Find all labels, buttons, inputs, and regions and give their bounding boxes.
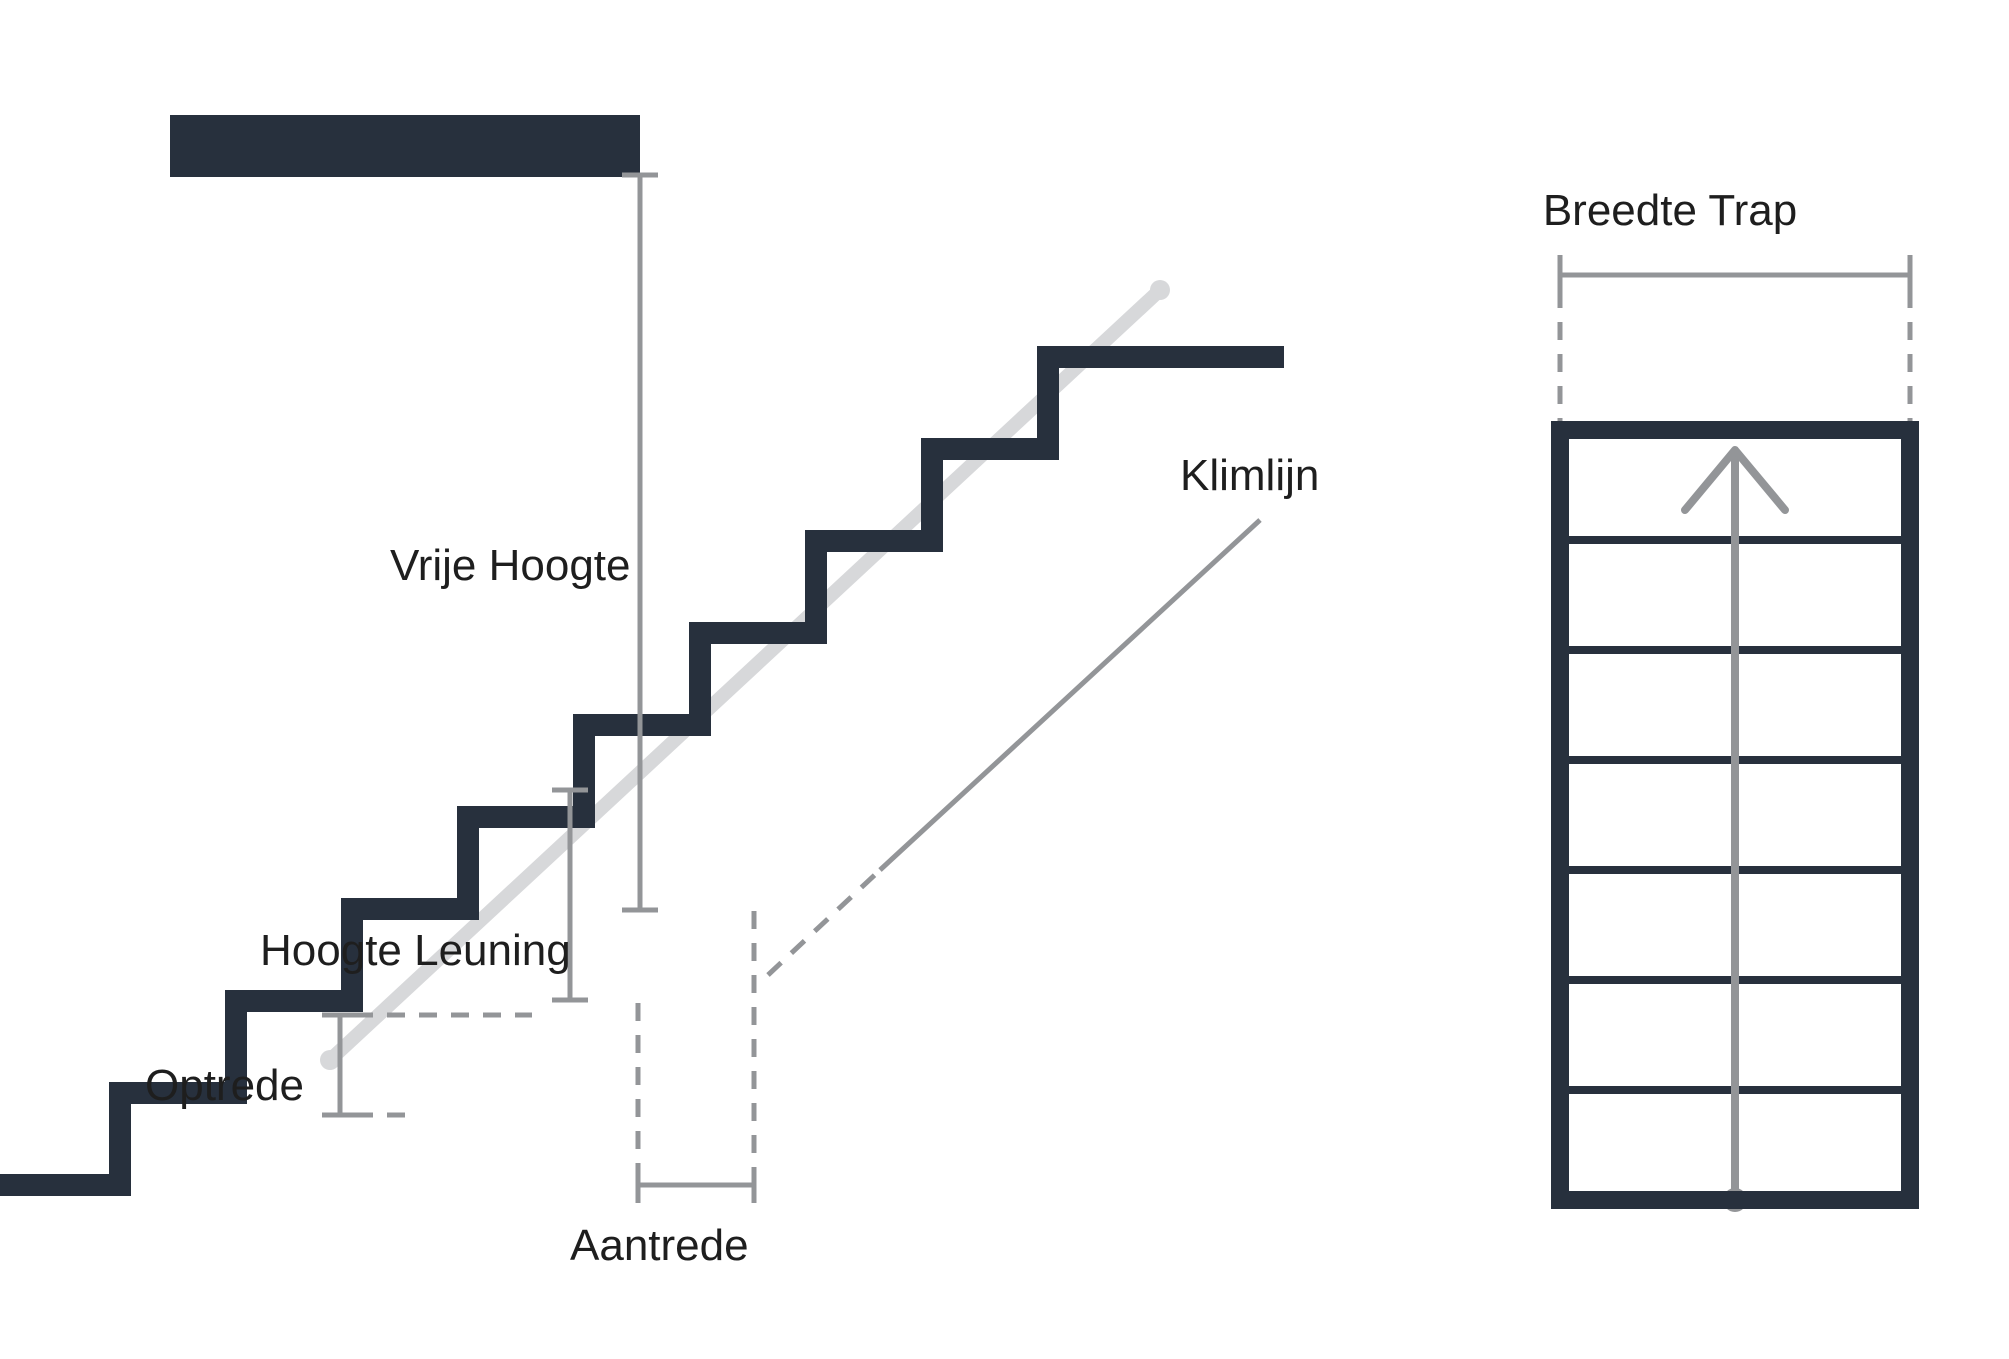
- handrail-end-dot-bottom: [320, 1050, 340, 1070]
- klimlijn-dashed: [768, 870, 880, 975]
- handrail-end-dot-top: [1150, 280, 1170, 300]
- label-optrede: Optrede: [145, 1061, 304, 1110]
- label-aantrede: Aantrede: [570, 1221, 749, 1270]
- klimlijn-solid: [880, 520, 1260, 870]
- label-vrije-hoogte: Vrije Hoogte: [390, 541, 631, 590]
- label-hoogte-leuning: Hoogte Leuning: [260, 926, 571, 975]
- ceiling-block: [170, 115, 640, 177]
- label-breedte-trap: Breedte Trap: [1543, 186, 1797, 235]
- label-klimlijn: Klimlijn: [1180, 451, 1319, 500]
